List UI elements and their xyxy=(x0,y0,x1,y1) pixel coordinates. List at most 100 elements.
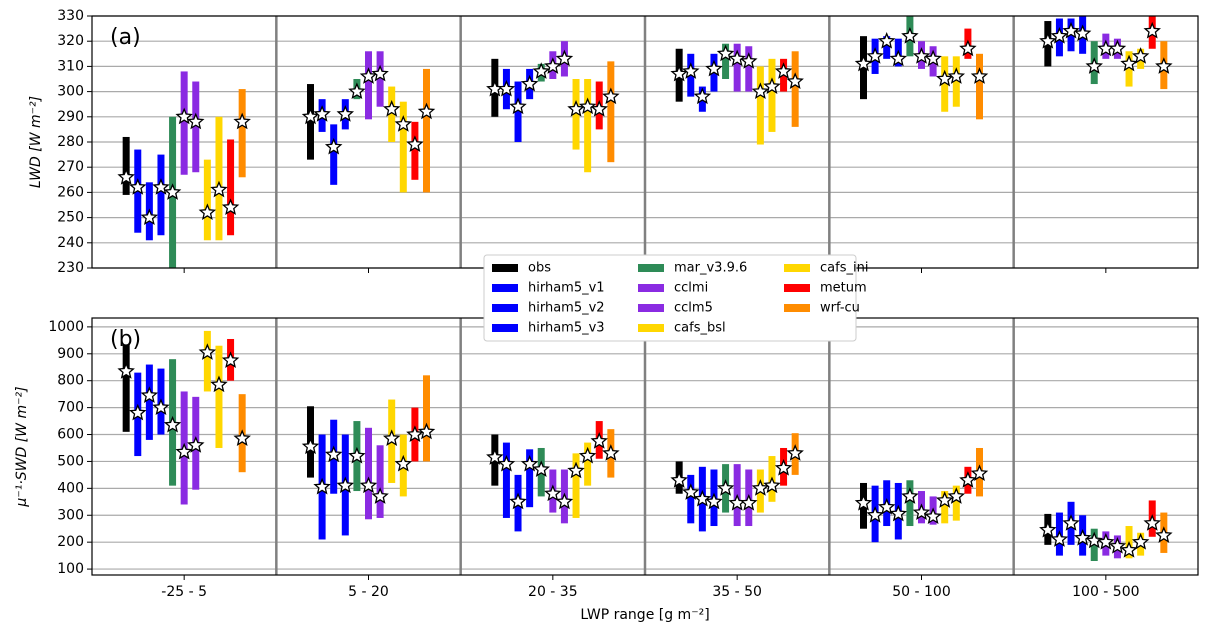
range-bar xyxy=(365,51,372,120)
median-star xyxy=(912,47,931,64)
median-star xyxy=(532,460,550,477)
median-star xyxy=(313,477,331,495)
median-star xyxy=(406,135,424,152)
median-star xyxy=(889,504,908,522)
median-star xyxy=(854,493,873,511)
legend-swatch xyxy=(638,324,664,332)
median-star xyxy=(382,429,401,446)
median-star xyxy=(740,493,758,511)
legend-label: cclmi xyxy=(674,281,708,296)
median-star xyxy=(567,100,585,117)
median-star xyxy=(877,32,896,49)
legend-swatch xyxy=(784,264,810,272)
legend-swatch xyxy=(784,284,810,292)
legend-swatch xyxy=(492,304,518,312)
median-star xyxy=(1155,57,1173,74)
median-star xyxy=(140,208,159,226)
median-star xyxy=(336,476,355,494)
range-bar xyxy=(976,53,983,120)
median-star xyxy=(763,77,781,94)
median-star xyxy=(210,375,228,393)
median-star xyxy=(1050,26,1069,44)
y-tick-label: 250 xyxy=(57,210,84,226)
median-star xyxy=(324,445,343,463)
median-star xyxy=(555,49,574,67)
median-star xyxy=(1108,39,1127,57)
range-bar xyxy=(388,86,396,142)
median-star xyxy=(567,461,585,479)
x-tick-label: 20 - 35 xyxy=(528,584,578,600)
median-star xyxy=(970,464,989,481)
median-star xyxy=(509,97,527,115)
median-star xyxy=(233,429,251,446)
legend-swatch xyxy=(492,284,518,292)
y-tick-label: 270 xyxy=(57,159,84,175)
median-star xyxy=(774,62,793,79)
legend-label: cafs_ini xyxy=(820,261,868,276)
range-bar xyxy=(952,56,960,107)
legend-swatch xyxy=(492,264,518,272)
y-axis-label: LWD [W m⁻²] xyxy=(28,96,44,188)
median-star xyxy=(394,454,413,472)
range-bar xyxy=(584,79,592,173)
median-star xyxy=(1131,532,1150,550)
median-star xyxy=(602,87,620,105)
median-star xyxy=(670,64,688,82)
legend-swatch xyxy=(638,304,664,312)
range-bar xyxy=(122,344,130,432)
range-bar xyxy=(192,81,200,173)
median-star xyxy=(774,458,793,476)
median-star xyxy=(301,437,320,455)
median-star xyxy=(670,471,688,488)
y-tick-label: 200 xyxy=(57,534,84,550)
median-star xyxy=(520,74,539,92)
y-tick-label: 330 xyxy=(57,8,84,24)
median-star xyxy=(924,49,942,67)
range-bar xyxy=(584,442,592,486)
y-tick-label: 280 xyxy=(57,134,84,150)
legend-swatch xyxy=(492,324,518,332)
range-bar xyxy=(1125,51,1133,87)
range-bar xyxy=(526,449,534,508)
median-star xyxy=(1143,514,1161,531)
range-bar xyxy=(941,56,949,112)
range-bar xyxy=(215,345,223,448)
legend-label: hirham5_v2 xyxy=(528,301,605,316)
median-star xyxy=(555,492,574,510)
median-star xyxy=(417,102,436,120)
range-bar xyxy=(399,101,407,193)
range-bar xyxy=(330,124,338,185)
range-bar xyxy=(215,116,223,241)
x-tick-label: 100 - 500 xyxy=(1072,584,1139,600)
range-bar xyxy=(157,154,165,236)
range-bar xyxy=(145,364,153,440)
median-star xyxy=(163,415,182,433)
range-bar xyxy=(883,36,891,59)
median-star xyxy=(221,198,240,215)
median-star xyxy=(417,422,436,440)
range-bar xyxy=(227,139,235,236)
range-bar xyxy=(238,89,246,178)
median-star xyxy=(371,487,389,504)
median-star xyxy=(693,87,712,105)
median-star xyxy=(359,67,378,84)
range-bar xyxy=(745,46,753,92)
y-tick-label: 900 xyxy=(57,346,84,362)
median-star xyxy=(497,454,516,472)
median-star xyxy=(187,112,205,130)
range-bar xyxy=(423,375,430,462)
median-star xyxy=(866,47,884,64)
median-star xyxy=(544,484,562,502)
median-star xyxy=(740,52,758,69)
median-star xyxy=(751,82,770,100)
y-tick-label: 240 xyxy=(57,235,84,251)
median-star xyxy=(578,97,597,115)
y-tick-label: 100 xyxy=(57,561,84,577)
y-tick-label: 600 xyxy=(57,427,84,443)
median-star xyxy=(947,67,966,84)
y-tick-label: 320 xyxy=(57,33,84,49)
median-star xyxy=(728,49,746,67)
range-bar xyxy=(941,491,949,524)
median-star xyxy=(854,54,873,72)
range-bar xyxy=(607,61,615,163)
